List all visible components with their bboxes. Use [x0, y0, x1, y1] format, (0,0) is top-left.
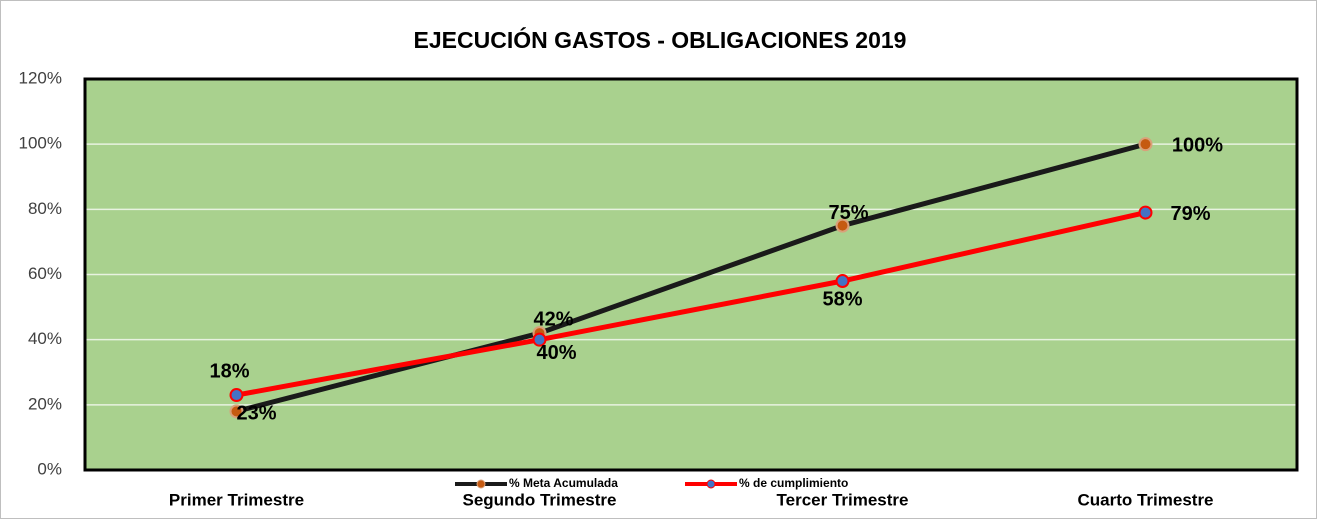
data-label: 18%	[209, 361, 249, 383]
data-label: 42%	[533, 308, 573, 330]
marker	[1138, 137, 1153, 152]
legend-label: % de cumplimiento	[739, 476, 848, 490]
data-label: 75%	[828, 202, 868, 224]
y-tick-label: 40%	[28, 329, 62, 348]
chart-title: EJECUCIÓN GASTOS - OBLIGACIONES 2019	[414, 26, 907, 53]
legend-marker	[476, 479, 486, 489]
marker	[835, 218, 850, 233]
y-tick-label: 100%	[19, 134, 62, 153]
marker	[835, 274, 850, 289]
data-label: 79%	[1170, 203, 1210, 225]
marker	[532, 332, 547, 347]
marker	[229, 404, 244, 419]
y-tick-label: 80%	[28, 199, 62, 218]
marker	[229, 388, 244, 403]
data-label: 100%	[1172, 134, 1223, 156]
data-label: 23%	[236, 402, 276, 424]
legend-marker	[706, 479, 716, 489]
y-tick-label: 60%	[28, 264, 62, 283]
y-tick-label: 120%	[19, 68, 62, 87]
y-tick-label: 0%	[37, 459, 62, 478]
line	[236, 210, 1147, 398]
plot-border	[83, 77, 1299, 472]
marker	[1138, 205, 1153, 220]
x-tick-label: Cuarto Trimestre	[1077, 490, 1213, 509]
x-tick-label: Primer Trimestre	[169, 490, 304, 509]
y-tick-label: 20%	[28, 394, 62, 413]
line	[235, 141, 1147, 414]
x-tick-label: Tercer Trimestre	[777, 490, 909, 509]
legend-label: % Meta Acumulada	[509, 476, 618, 490]
data-label: 58%	[822, 288, 862, 310]
x-tick-label: Segundo Trimestre	[463, 490, 617, 509]
data-label: 40%	[536, 342, 576, 364]
